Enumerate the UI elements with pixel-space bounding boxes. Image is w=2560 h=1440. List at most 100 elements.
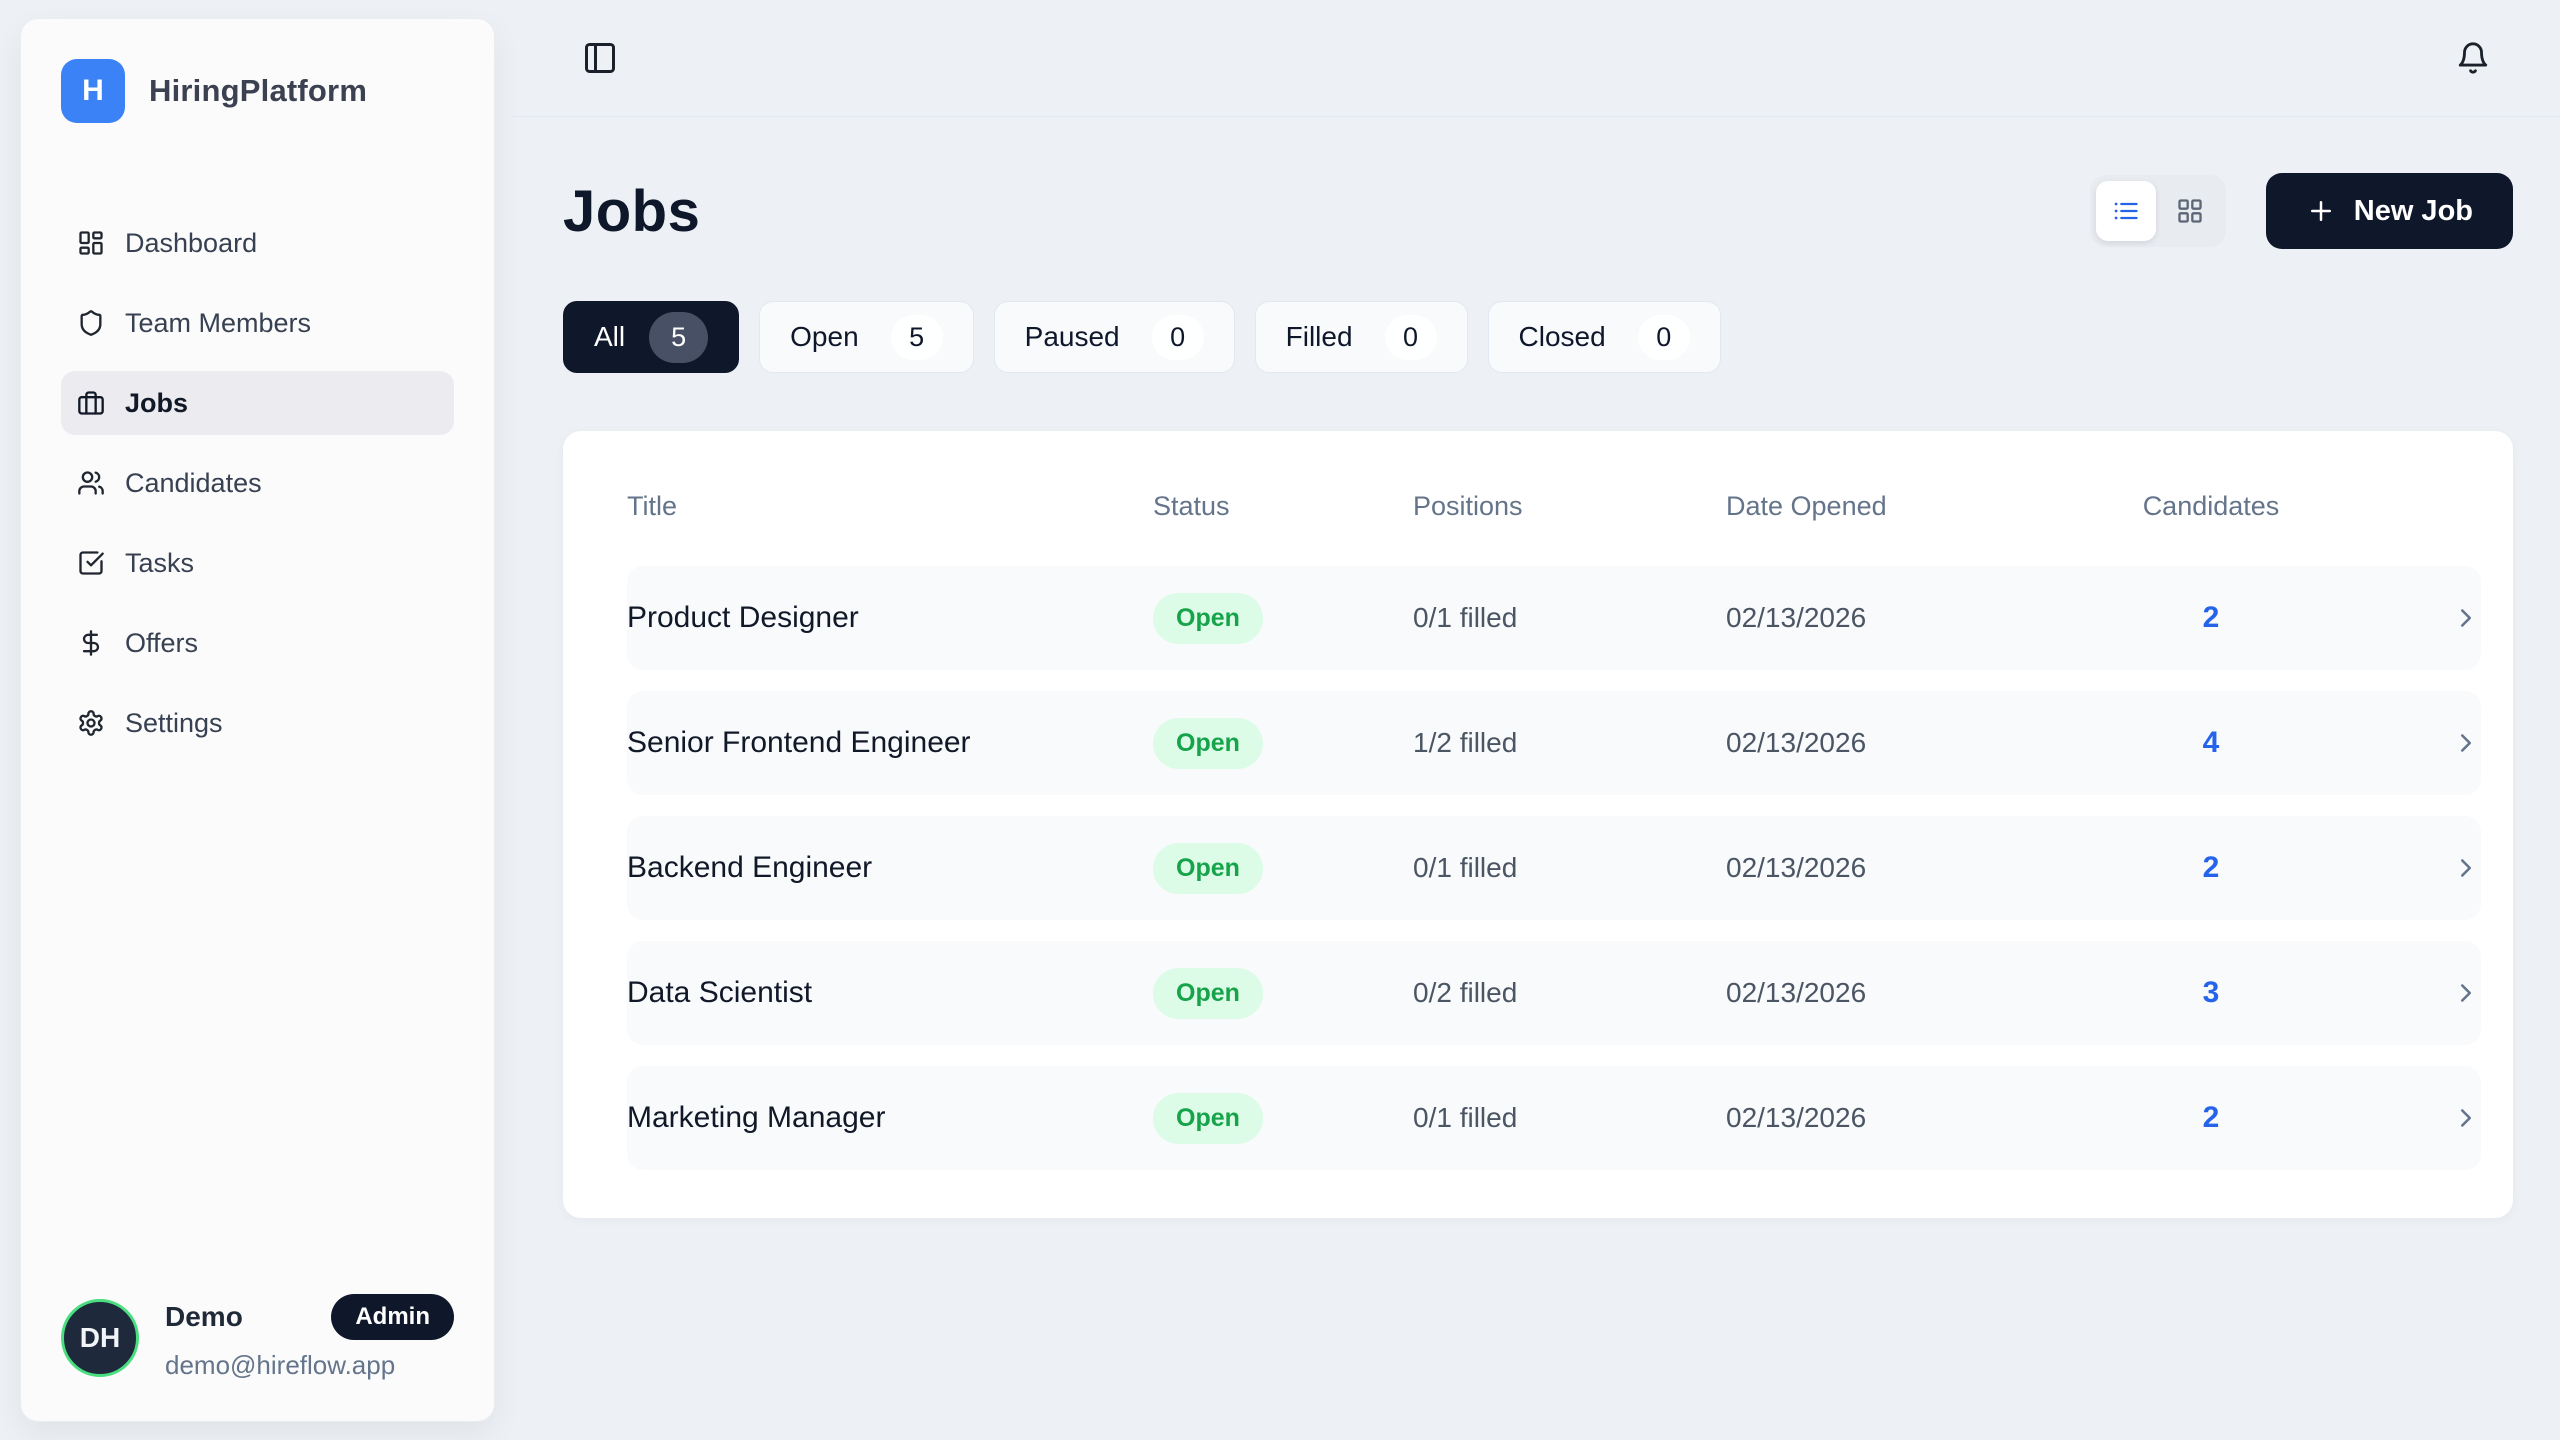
dollar-icon	[77, 629, 105, 657]
candidates-count-link[interactable]: 2	[2202, 601, 2220, 634]
status-cell: Open	[1153, 717, 1413, 769]
new-job-label: New Job	[2353, 194, 2473, 227]
row-chevron[interactable]	[2425, 603, 2481, 633]
sidebar-item-label: Team Members	[125, 307, 312, 338]
column-header-candidates: Candidates	[2142, 491, 2280, 521]
row-chevron[interactable]	[2425, 978, 2481, 1008]
sidebar-item-tasks[interactable]: Tasks	[61, 531, 454, 595]
sidebar-item-settings[interactable]: Settings	[61, 691, 454, 755]
date-opened-cell: 02/13/2026	[1726, 727, 1867, 758]
shield-icon	[77, 309, 105, 337]
status-cell: Open	[1153, 1092, 1413, 1144]
sidebar-item-label: Settings	[125, 707, 223, 738]
job-title-cell: Marketing Manager	[627, 1101, 886, 1134]
square-check-icon	[77, 549, 105, 577]
role-badge: Admin	[331, 1294, 454, 1340]
brand-logo-icon: H	[61, 59, 125, 123]
chevron-right-icon	[2451, 978, 2481, 1008]
sidebar-item-label: Jobs	[125, 387, 189, 418]
avatar: DH	[61, 1298, 139, 1377]
title-actions: New Job	[2089, 173, 2513, 249]
filter-count-badge: 0	[1384, 314, 1437, 360]
filter-tab-open[interactable]: Open 5	[759, 301, 974, 373]
sidebar-nav: Dashboard Team Members Jobs Candidates T…	[61, 211, 454, 755]
table-row[interactable]: Data Scientist Open 0/2 filled 02/13/202…	[627, 941, 2481, 1045]
filter-tab-filled[interactable]: Filled 0	[1254, 301, 1468, 373]
jobs-table-card: Title Status Positions Date Opened Candi…	[563, 431, 2513, 1218]
filter-count-badge: 5	[890, 314, 943, 360]
sidebar-item-jobs[interactable]: Jobs	[61, 371, 454, 435]
filter-count-badge: 5	[649, 311, 709, 363]
row-chevron[interactable]	[2425, 1103, 2481, 1133]
filter-label: Filled	[1285, 321, 1353, 352]
chevron-right-icon	[2451, 853, 2481, 883]
chevron-right-icon	[2451, 1103, 2481, 1133]
sidebar-item-candidates[interactable]: Candidates	[61, 451, 454, 515]
table-row[interactable]: Senior Frontend Engineer Open 1/2 filled…	[627, 691, 2481, 795]
candidates-count-link[interactable]: 4	[2202, 726, 2220, 759]
briefcase-icon	[77, 389, 105, 417]
candidates-count-link[interactable]: 2	[2202, 1101, 2220, 1134]
date-opened-cell: 02/13/2026	[1726, 852, 1867, 883]
filter-label: Closed	[1518, 321, 1606, 352]
sidebar-item-dashboard[interactable]: Dashboard	[61, 211, 454, 275]
filter-count-badge: 0	[1637, 314, 1690, 360]
status-badge: Open	[1153, 717, 1263, 769]
chevron-right-icon	[2451, 603, 2481, 633]
user-box[interactable]: DH Demo Admin demo@hireflow.app	[61, 1294, 454, 1381]
date-opened-cell: 02/13/2026	[1726, 977, 1867, 1008]
filter-tab-closed[interactable]: Closed 0	[1487, 301, 1721, 373]
dashboard-icon	[77, 229, 105, 257]
column-header-date-opened: Date Opened	[1726, 491, 1887, 521]
sidebar-item-offers[interactable]: Offers	[61, 611, 454, 675]
list-view-button[interactable]	[2095, 181, 2156, 241]
user-name: Demo	[165, 1301, 243, 1332]
date-opened-cell: 02/13/2026	[1726, 602, 1867, 633]
filter-label: All	[594, 321, 626, 352]
row-chevron[interactable]	[2425, 853, 2481, 883]
sidebar-item-label: Offers	[125, 627, 199, 658]
list-view-icon	[2112, 197, 2140, 225]
status-cell: Open	[1153, 842, 1413, 894]
sidebar-item-label: Tasks	[125, 547, 195, 578]
status-badge: Open	[1153, 592, 1263, 644]
table-row[interactable]: Marketing Manager Open 0/1 filled 02/13/…	[627, 1066, 2481, 1170]
table-row[interactable]: Backend Engineer Open 0/1 filled 02/13/2…	[627, 816, 2481, 920]
job-title-cell: Backend Engineer	[627, 851, 873, 884]
user-meta: Demo Admin demo@hireflow.app	[165, 1294, 454, 1381]
job-title-cell: Senior Frontend Engineer	[627, 726, 971, 759]
new-job-button[interactable]: New Job	[2265, 173, 2513, 249]
column-header-positions: Positions	[1413, 491, 1523, 521]
sidebar: H HiringPlatform Dashboard Team Members …	[20, 18, 495, 1422]
candidates-count-link[interactable]: 3	[2202, 976, 2220, 1009]
table-body: Product Designer Open 0/1 filled 02/13/2…	[627, 566, 2481, 1170]
candidates-count-link[interactable]: 2	[2202, 851, 2220, 884]
status-badge: Open	[1153, 967, 1263, 1019]
view-toggle	[2089, 175, 2226, 247]
filter-count-badge: 0	[1151, 314, 1204, 360]
status-cell: Open	[1153, 967, 1413, 1019]
plus-icon	[2306, 196, 2336, 226]
notifications-button[interactable]	[2452, 37, 2494, 79]
bell-icon	[2456, 41, 2490, 75]
sidebar-toggle-button[interactable]	[578, 36, 622, 80]
page-title: Jobs	[563, 178, 701, 244]
filter-tab-all[interactable]: All 5	[563, 301, 740, 373]
positions-cell: 0/1 filled	[1413, 852, 1518, 883]
chevron-right-icon	[2451, 728, 2481, 758]
status-cell: Open	[1153, 592, 1413, 644]
grid-view-button[interactable]	[2160, 181, 2220, 241]
topbar	[512, 0, 2560, 117]
gear-icon	[77, 709, 105, 737]
sidebar-item-team-members[interactable]: Team Members	[61, 291, 454, 355]
filter-tab-paused[interactable]: Paused 0	[993, 301, 1235, 373]
filter-label: Open	[790, 321, 859, 352]
status-filter-tabs: All 5 Open 5 Paused 0 Filled 0 Closed 0	[563, 301, 2513, 373]
row-chevron[interactable]	[2425, 728, 2481, 758]
brand: H HiringPlatform	[61, 59, 454, 123]
job-title-cell: Product Designer	[627, 601, 859, 634]
grid-view-icon	[2176, 197, 2204, 225]
status-badge: Open	[1153, 842, 1263, 894]
sidebar-item-label: Dashboard	[125, 227, 258, 258]
table-row[interactable]: Product Designer Open 0/1 filled 02/13/2…	[627, 566, 2481, 670]
